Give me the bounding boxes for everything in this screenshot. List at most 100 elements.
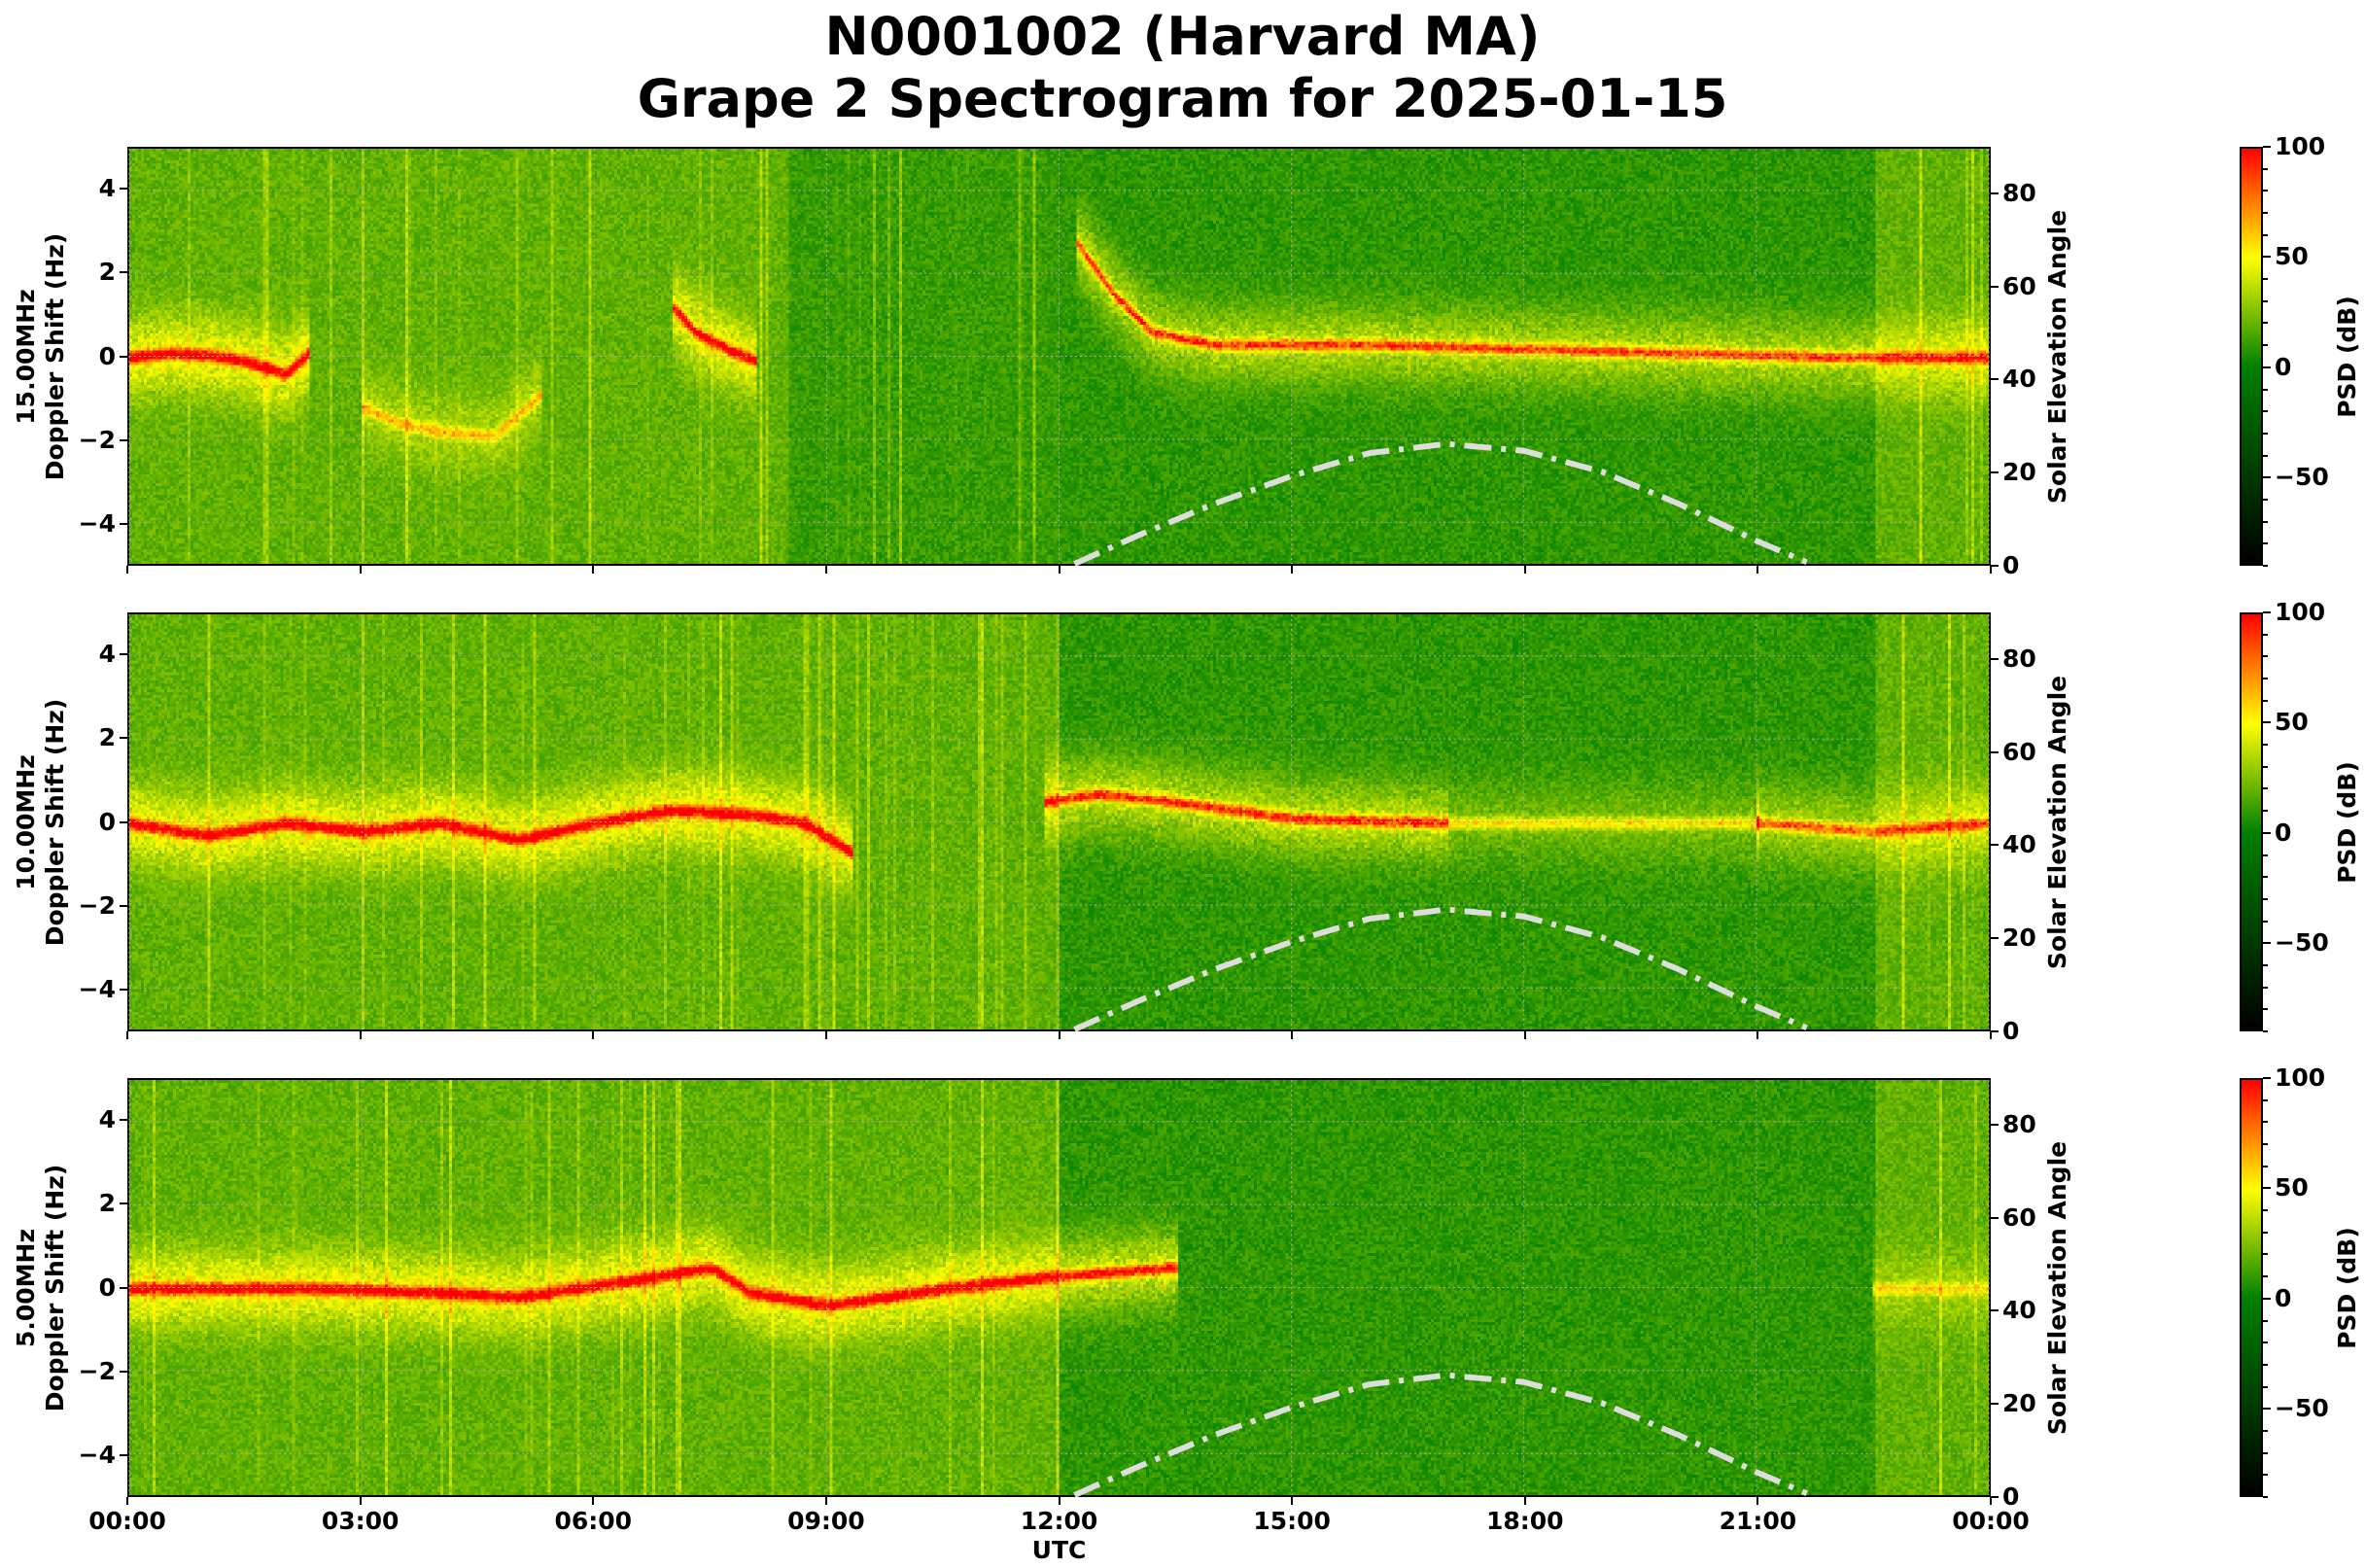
colorbar-minor-tick	[2263, 1319, 2268, 1322]
colorbar-label: PSD (dB)	[2333, 760, 2361, 884]
y-axis-label: 5.00MHz Doppler Shift (Hz)	[12, 1045, 70, 1531]
x-tick-mark	[359, 566, 362, 574]
x-tick-mark	[1756, 566, 1759, 574]
colorbar-minor-tick	[2263, 1363, 2268, 1366]
colorbar-minor-tick	[2263, 744, 2268, 747]
colorbar-minor-tick	[2263, 854, 2268, 856]
doppler-axis-label: Doppler Shift (Hz)	[41, 1164, 69, 1411]
colorbar-minor-tick	[2263, 1275, 2268, 1278]
y2-tick-mark	[1991, 1403, 1999, 1406]
doppler-axis-label: Doppler Shift (Hz)	[41, 232, 69, 480]
colorbar-minor-tick	[2263, 611, 2271, 613]
y-tick-mark	[120, 1286, 127, 1289]
y-axis-label: 10.00MHz Doppler Shift (Hz)	[12, 579, 70, 1065]
colorbar-tick-label: 100	[2275, 132, 2326, 160]
colorbar-minor-tick	[2263, 963, 2268, 966]
colorbar-minor-tick	[2263, 1098, 2268, 1101]
colorbar-minor-tick	[2263, 765, 2268, 768]
chart-title-line2: Grape 2 Spectrogram for 2025-01-15	[637, 68, 1728, 129]
x-tick-label: 06:00	[554, 1507, 633, 1535]
y-tick-label: 0	[98, 1272, 116, 1302]
colorbar-minor-tick	[2263, 1451, 2268, 1454]
solar-elevation-curve	[1073, 440, 1808, 567]
y-tick-mark	[120, 820, 127, 823]
x-tick-label: 00:00	[88, 1507, 166, 1535]
doppler-axis-label: Doppler Shift (Hz)	[41, 698, 69, 946]
y-tick-label: −4	[78, 974, 116, 1003]
y2-tick-label: 40	[2002, 830, 2036, 859]
y2-tick-mark	[1991, 657, 1999, 660]
y-tick-mark	[120, 188, 127, 191]
colorbar-minor-tick	[2263, 167, 2268, 170]
y-tick-mark	[120, 1453, 127, 1456]
colorbar-minor-tick	[2263, 810, 2268, 813]
x-tick-mark	[359, 1497, 362, 1505]
y2-tick-mark	[1991, 1496, 1999, 1498]
y2-tick-label: 0	[2002, 551, 2020, 579]
y-tick-label: −2	[78, 425, 116, 454]
y-tick-mark	[120, 522, 127, 525]
colorbar-minor-tick	[2263, 831, 2271, 834]
colorbar-minor-tick	[2263, 1385, 2268, 1388]
colorbar-minor-tick	[2263, 388, 2268, 391]
y2-tick-mark	[1991, 1030, 1999, 1032]
y2-axis-label: Solar Elevation Angle	[2043, 209, 2071, 504]
y-tick-mark	[120, 1202, 127, 1205]
colorbar-minor-tick	[2263, 655, 2268, 658]
y2-tick-label: 0	[2002, 1017, 2020, 1045]
y-tick-label: −2	[78, 1356, 116, 1385]
band-label: 5.00MHz	[12, 1228, 40, 1347]
colorbar-tick-label: 0	[2275, 818, 2292, 847]
colorbar-minor-tick	[2263, 278, 2268, 281]
colorbar-minor-tick	[2263, 1209, 2268, 1212]
colorbar-tick-label: 50	[2275, 1173, 2309, 1202]
colorbar-tick-label: −50	[2275, 463, 2329, 492]
colorbar-minor-tick	[2263, 1008, 2268, 1011]
y-axis-label: 15.00MHz Doppler Shift (Hz)	[12, 114, 70, 600]
colorbar-minor-tick	[2263, 212, 2268, 215]
y2-tick-label: 20	[2002, 923, 2036, 953]
colorbar-minor-tick	[2263, 699, 2268, 702]
colorbar-minor-tick	[2263, 1121, 2268, 1124]
x-tick-label: 03:00	[321, 1507, 400, 1535]
colorbar-minor-tick	[2263, 1187, 2271, 1190]
y-tick-label: 0	[98, 341, 116, 370]
colorbar-minor-tick	[2263, 1429, 2268, 1432]
spectrogram-panel-15-00MHz	[127, 147, 1991, 567]
chart-title-line1: N0001002 (Harvard MA)	[824, 6, 1541, 67]
x-tick-label: 21:00	[1719, 1507, 1797, 1535]
colorbar-label: PSD (dB)	[2333, 1226, 2361, 1349]
solar-elevation-curve	[1073, 906, 1808, 1032]
y2-tick-label: 40	[2002, 1296, 2036, 1325]
x-tick-label: 15:00	[1253, 1507, 1331, 1535]
y-tick-label: 2	[98, 1189, 116, 1218]
y2-tick-mark	[1991, 471, 1999, 474]
y2-tick-mark	[1991, 844, 1999, 847]
y-tick-label: −4	[78, 508, 116, 538]
y2-tick-label: 20	[2002, 458, 2036, 487]
y2-axis-label: Solar Elevation Angle	[2043, 1140, 2071, 1435]
x-tick-mark	[359, 1031, 362, 1039]
colorbar-minor-tick	[2263, 1030, 2268, 1032]
colorbar-minor-tick	[2263, 920, 2268, 923]
colorbar-minor-tick	[2263, 876, 2268, 879]
x-tick-mark	[126, 566, 128, 574]
colorbar-minor-tick	[2263, 256, 2271, 259]
colorbar-tick-label: −50	[2275, 928, 2329, 958]
colorbar	[2240, 147, 2263, 566]
x-tick-mark	[1990, 1031, 1992, 1039]
colorbar-minor-tick	[2263, 986, 2268, 989]
y-tick-label: 4	[98, 174, 116, 203]
x-tick-mark	[126, 1497, 128, 1505]
y2-axis-label: Solar Elevation Angle	[2043, 675, 2071, 969]
colorbar	[2240, 612, 2263, 1031]
x-tick-mark	[1756, 1031, 1759, 1039]
colorbar	[2240, 1078, 2263, 1497]
spectrogram-panel-10-00MHz	[127, 612, 1991, 1032]
y2-tick-mark	[1991, 937, 1999, 940]
y-tick-label: 2	[98, 723, 116, 752]
colorbar-minor-tick	[2263, 1474, 2268, 1477]
y2-tick-label: 60	[2002, 1202, 2036, 1232]
colorbar-minor-tick	[2263, 476, 2271, 479]
colorbar-minor-tick	[2263, 146, 2271, 148]
